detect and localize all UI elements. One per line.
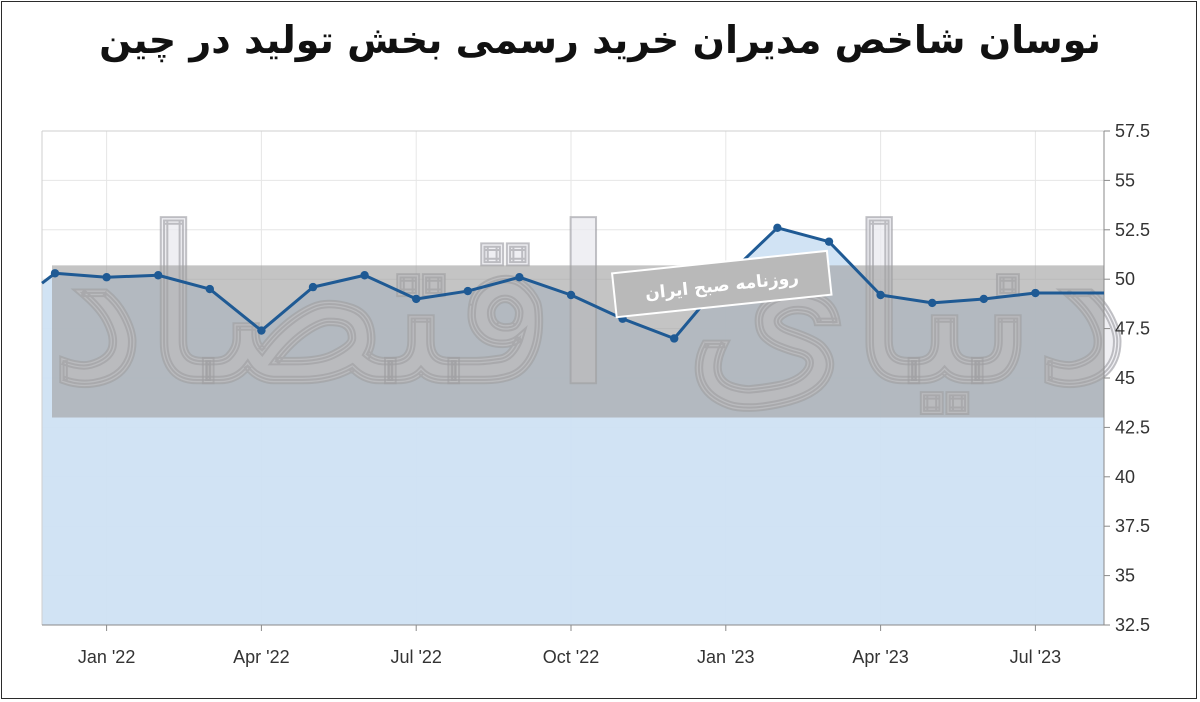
x-tick-label: Apr '22 xyxy=(233,647,289,667)
data-point xyxy=(154,271,163,280)
data-point xyxy=(824,237,834,246)
data-point xyxy=(50,269,60,278)
y-tick-label: 45 xyxy=(1115,368,1135,388)
x-tick-label: Apr '23 xyxy=(852,647,908,667)
data-point xyxy=(928,298,937,308)
neutral-band xyxy=(52,265,1104,418)
y-tick-label: 32.5 xyxy=(1115,615,1150,635)
data-point xyxy=(979,294,988,304)
x-axis-ticks: Jan '22 Apr '22 Jul '22 Oct '22 Jan '23 Apr '… xyxy=(78,625,1061,667)
data-point xyxy=(566,290,576,300)
x-tick-label: Jan '22 xyxy=(78,647,135,667)
chart-title: نوسان شاخص مدیران خرید رسمی بخش تولید در… xyxy=(99,18,1101,62)
y-tick-label: 37.5 xyxy=(1115,516,1150,536)
data-point xyxy=(412,294,421,304)
series-line xyxy=(41,226,1104,340)
data-point xyxy=(1031,288,1040,298)
data-point xyxy=(102,273,111,282)
y-tick-label: 55 xyxy=(1115,170,1135,190)
data-point xyxy=(515,273,524,282)
y-tick-label: 50 xyxy=(1115,269,1135,289)
data-point xyxy=(308,282,318,292)
newspaper-stamp: روزنامه صبح ایران xyxy=(610,249,833,319)
data-point xyxy=(463,286,472,296)
x-tick-label: Oct '22 xyxy=(543,647,599,667)
x-tick-label: Jan '23 xyxy=(697,647,754,667)
x-tick-label: Jul '23 xyxy=(1010,647,1061,667)
y-tick-label: 57.5 xyxy=(1115,121,1150,141)
y-tick-label: 40 xyxy=(1115,467,1135,487)
y-tick-label: 52.5 xyxy=(1115,220,1150,240)
data-point xyxy=(205,284,214,294)
y-tick-label: 42.5 xyxy=(1115,417,1150,437)
y-tick-label: 35 xyxy=(1115,566,1135,586)
x-tick-label: Jul '22 xyxy=(390,647,441,667)
data-point xyxy=(773,223,782,233)
data-point xyxy=(670,334,679,343)
y-axis-ticks: 57.5 55 52.5 50 47.5 45 42.5 40 37.5 35 32.5 xyxy=(1104,121,1150,635)
y-tick-label: 47.5 xyxy=(1115,319,1150,339)
data-point xyxy=(257,326,266,335)
data-point xyxy=(876,290,885,300)
data-point xyxy=(360,271,369,280)
